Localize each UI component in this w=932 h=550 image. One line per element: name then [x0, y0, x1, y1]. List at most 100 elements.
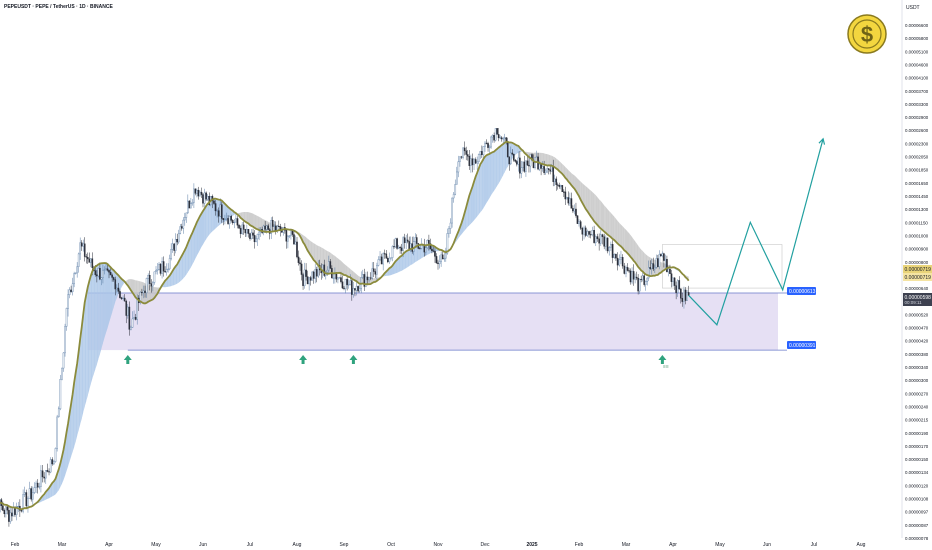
price-axis[interactable]: 0.00006600 0.00005800 0.00005100 0.00004600…	[905, 23, 929, 541]
candle	[414, 233, 417, 248]
candle	[610, 241, 612, 251]
candle	[346, 277, 348, 291]
candle-body	[258, 231, 260, 235]
cloud-segment	[560, 162, 563, 174]
candle	[238, 223, 240, 229]
candle	[494, 128, 497, 142]
cloud-segment	[334, 255, 337, 274]
cloud-segment	[75, 363, 78, 442]
cloud-segment	[556, 158, 558, 170]
candle-body	[560, 185, 562, 187]
candle-body	[197, 189, 200, 197]
candle	[216, 208, 218, 218]
candle	[680, 288, 682, 304]
time-tick-label: Dec	[481, 542, 490, 548]
candle-body	[216, 210, 218, 212]
cloud-segment	[83, 302, 85, 413]
up-arrow-icon	[123, 355, 132, 364]
cloud-segment	[472, 181, 475, 223]
cloud-segment	[253, 213, 255, 228]
candle	[608, 246, 611, 256]
cloud-segment	[186, 243, 188, 275]
candle-body	[168, 258, 171, 270]
cloud-segment	[602, 203, 605, 232]
dollar-icon: $	[861, 22, 873, 47]
candle	[305, 263, 307, 281]
candle-body	[271, 220, 274, 227]
cloud-segment	[178, 258, 181, 283]
candle	[520, 160, 523, 179]
candle-body	[600, 234, 602, 244]
candle	[43, 472, 45, 483]
candle-body	[224, 218, 226, 221]
candle	[477, 153, 480, 165]
candle	[621, 254, 624, 269]
candle	[519, 151, 521, 179]
price-tick-label: 0.00000340	[905, 365, 929, 370]
candle	[233, 218, 236, 229]
candle	[399, 245, 401, 254]
candle-body	[366, 276, 369, 281]
cloud-segment	[406, 250, 408, 269]
time-tick-label: Jul	[247, 542, 253, 548]
candle-body	[388, 257, 391, 263]
candle-body	[222, 218, 225, 221]
candle	[649, 260, 652, 270]
candle	[683, 286, 685, 309]
candle-body	[80, 242, 83, 247]
price-tick-label: 0.00000097	[905, 510, 929, 515]
candle-body	[547, 168, 550, 170]
candle-body	[477, 154, 480, 163]
cloud-segment	[612, 214, 615, 241]
candle-body	[428, 240, 430, 244]
cloud-segment	[206, 203, 208, 240]
candle	[144, 285, 146, 298]
candle-body	[267, 225, 269, 230]
cloud-segment	[547, 154, 549, 166]
candle-body	[196, 189, 198, 194]
cloud-segment	[81, 314, 84, 419]
candle	[588, 230, 590, 238]
price-tick-label: 0.00002300	[905, 141, 929, 146]
candle	[190, 197, 192, 209]
candle-body	[454, 184, 457, 195]
candle-body	[347, 284, 350, 286]
candle	[666, 255, 668, 273]
cloud-segment	[585, 186, 588, 212]
candle-body	[53, 461, 55, 465]
candle-body	[255, 238, 257, 243]
candle-body	[494, 128, 497, 141]
candle-body	[311, 271, 313, 281]
cloud-segment	[572, 174, 575, 189]
candle-body	[103, 269, 106, 271]
price-tick-label: 0.00001300	[905, 207, 929, 212]
candle-body	[264, 225, 266, 230]
candle	[448, 226, 450, 238]
cloud-segment	[626, 229, 628, 254]
candle-body	[490, 136, 492, 148]
cloud-segment	[400, 255, 402, 272]
candle	[17, 501, 20, 513]
candle-body	[570, 198, 573, 209]
cloud-segment	[344, 263, 346, 276]
candle-body	[681, 298, 684, 302]
projection-layer	[688, 137, 826, 326]
time-axis[interactable]: Feb Mar Apr May Jun Jul Aug Sep Oct Nov Dec 2025 Feb…	[11, 542, 866, 548]
candle-body	[549, 169, 551, 172]
candle-body	[663, 253, 665, 261]
candle-body	[170, 249, 172, 259]
candle	[32, 486, 34, 507]
candle-body	[147, 275, 149, 279]
candle	[156, 263, 159, 275]
cloud-segment	[325, 250, 328, 274]
candle	[358, 284, 361, 293]
cloud-segment	[151, 286, 153, 301]
candle	[79, 237, 81, 260]
candle-body	[51, 459, 54, 465]
time-tick-label: Apr	[105, 542, 113, 548]
candle	[25, 489, 28, 508]
candle	[343, 286, 345, 291]
candle	[374, 268, 377, 279]
candle	[437, 259, 439, 270]
